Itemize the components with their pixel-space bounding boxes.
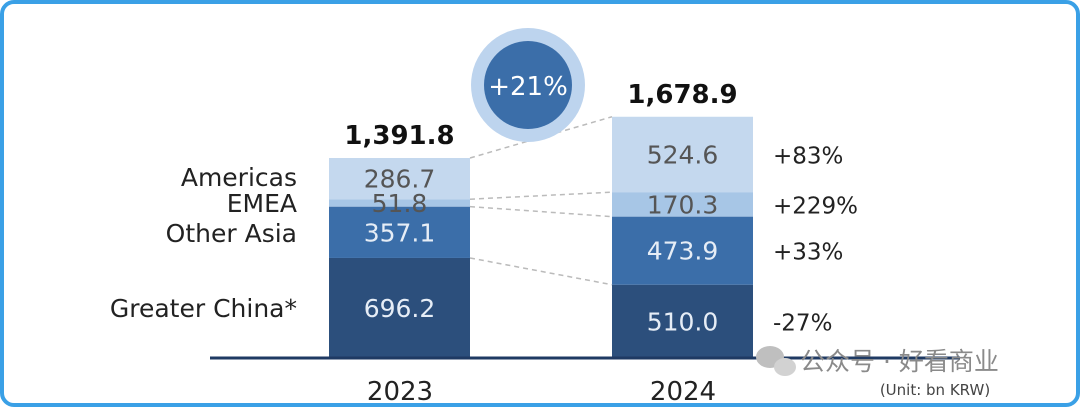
value-label-americas-2024: 524.6 [647,140,719,169]
bar-segment-other-asia-2023 [329,206,470,258]
total-growth-label: +21% [488,72,568,102]
connector-line [469,191,613,200]
bar-segment-greater-china-2023 [329,257,470,358]
growth-label-americas: +83% [773,143,843,169]
bar-segment-other-asia-2024 [612,216,753,285]
series-name-americas: Americas [181,163,297,192]
series-name-greater-china: Greater China* [110,294,297,323]
category-label-2024: 2024 [650,377,716,407]
growth-label-greater-china: -27% [773,310,832,336]
value-label-greater-china-2023: 696.2 [364,294,436,323]
bar-segment-emea-2024 [612,192,753,217]
value-label-other-asia-2023: 357.1 [364,218,436,247]
value-label-greater-china-2024: 510.0 [647,307,719,336]
category-label-2023: 2023 [367,377,433,407]
value-label-other-asia-2024: 473.9 [647,237,719,266]
growth-bubble: +21% [471,28,585,142]
connector-line [469,257,613,286]
bar-segment-americas-2024 [612,116,753,193]
total-label-2023: 1,391.8 [344,121,454,151]
wechat-icon [756,346,796,376]
bar-segment-emea-2023 [329,199,470,207]
watermark-text: 公众号 · 好看商业 [800,347,999,376]
unit-label: (Unit: bn KRW) [880,381,990,399]
total-label-2024: 1,678.9 [627,80,737,110]
value-label-americas-2023: 286.7 [364,165,436,194]
bar-segment-greater-china-2024 [612,284,753,358]
value-label-emea-2024: 170.3 [647,190,719,219]
connector-line [469,205,613,218]
watermark: 公众号 · 好看商业 [756,346,999,376]
growth-label-other-asia: +33% [773,240,843,266]
series-name-emea: EMEA [227,189,297,218]
bar-segment-americas-2023 [329,157,470,200]
growth-label-emea: +229% [773,193,858,219]
series-name-other-asia: Other Asia [166,219,297,248]
value-label-emea-2023: 51.8 [372,189,428,218]
